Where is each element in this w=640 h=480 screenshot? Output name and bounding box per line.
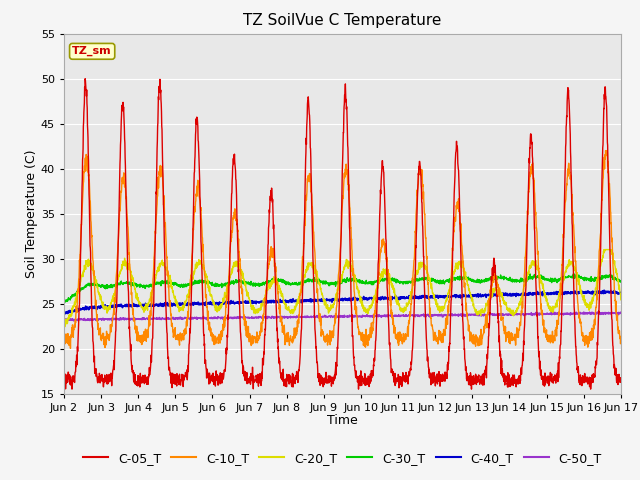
C-40_T	[600, 288, 608, 293]
C-30_T	[359, 280, 367, 286]
C-30_T	[568, 274, 575, 280]
C-10_T	[584, 334, 591, 339]
C-50_T	[359, 312, 367, 318]
C-10_T	[568, 195, 575, 201]
C-10_T	[504, 329, 512, 335]
C-05_T	[216, 373, 223, 379]
C-10_T	[371, 308, 379, 314]
C-30_T	[60, 300, 68, 306]
C-40_T	[617, 290, 625, 296]
Line: C-05_T: C-05_T	[64, 79, 621, 389]
C-40_T	[568, 290, 575, 296]
C-05_T	[68, 386, 76, 392]
C-20_T	[359, 303, 367, 309]
C-20_T	[601, 247, 609, 252]
C-10_T	[359, 338, 367, 344]
Line: C-40_T: C-40_T	[64, 290, 621, 314]
C-20_T	[216, 303, 223, 309]
C-50_T	[60, 317, 68, 323]
C-05_T	[60, 381, 68, 387]
C-50_T	[617, 310, 625, 315]
C-50_T	[216, 314, 223, 320]
C-50_T	[70, 318, 77, 324]
Line: C-50_T: C-50_T	[64, 312, 621, 321]
C-20_T	[584, 301, 591, 307]
C-10_T	[216, 338, 223, 344]
Title: TZ SoilVue C Temperature: TZ SoilVue C Temperature	[243, 13, 442, 28]
C-40_T	[60, 310, 68, 315]
Legend: C-05_T, C-10_T, C-20_T, C-30_T, C-40_T, C-50_T: C-05_T, C-10_T, C-20_T, C-30_T, C-40_T, …	[78, 447, 607, 469]
C-05_T	[81, 76, 89, 82]
C-50_T	[584, 311, 591, 317]
C-30_T	[570, 271, 577, 277]
C-05_T	[505, 380, 513, 386]
C-20_T	[504, 308, 512, 314]
C-40_T	[584, 290, 591, 296]
Line: C-20_T: C-20_T	[64, 250, 621, 327]
Text: TZ_sm: TZ_sm	[72, 46, 112, 57]
C-10_T	[67, 346, 74, 351]
C-05_T	[568, 220, 576, 226]
C-30_T	[504, 277, 512, 283]
C-05_T	[617, 375, 625, 381]
C-20_T	[371, 294, 379, 300]
C-50_T	[504, 312, 512, 318]
C-40_T	[216, 300, 223, 306]
Y-axis label: Soil Temperature (C): Soil Temperature (C)	[25, 149, 38, 278]
Line: C-10_T: C-10_T	[64, 151, 621, 348]
C-50_T	[371, 313, 379, 319]
Line: C-30_T: C-30_T	[64, 274, 621, 303]
C-40_T	[504, 292, 512, 298]
C-10_T	[617, 335, 625, 340]
C-50_T	[568, 312, 575, 317]
C-20_T	[60, 324, 68, 329]
X-axis label: Time: Time	[327, 414, 358, 427]
C-05_T	[359, 376, 367, 382]
C-30_T	[216, 282, 223, 288]
C-10_T	[60, 341, 68, 347]
C-40_T	[61, 311, 69, 317]
C-30_T	[584, 277, 591, 283]
C-20_T	[61, 324, 68, 330]
C-30_T	[617, 279, 625, 285]
C-05_T	[584, 375, 591, 381]
C-20_T	[617, 297, 625, 302]
C-30_T	[371, 279, 379, 285]
C-05_T	[371, 347, 379, 353]
C-30_T	[60, 300, 68, 306]
C-40_T	[371, 296, 379, 301]
C-40_T	[359, 296, 367, 302]
C-10_T	[602, 148, 609, 154]
C-20_T	[568, 261, 575, 266]
C-50_T	[593, 309, 601, 315]
